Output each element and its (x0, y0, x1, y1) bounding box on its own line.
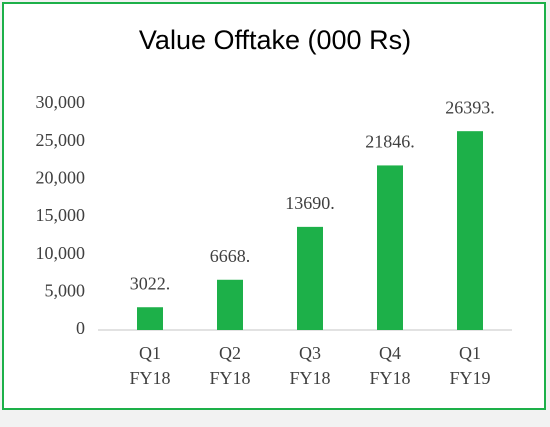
bar (457, 131, 483, 330)
y-tick-label: 15,000 (36, 205, 86, 225)
chart-frame (2, 2, 546, 410)
x-tick-label: Q2 FY18 (209, 343, 250, 388)
y-tick-label: 0 (76, 318, 85, 338)
y-tick-label: 5,000 (45, 280, 86, 300)
data-label: 21846. (365, 132, 415, 152)
x-tick-label: Q1 FY19 (449, 343, 490, 388)
y-tick-label: 20,000 (36, 167, 86, 187)
bar (297, 226, 323, 330)
x-tick-label: Q1 FY18 (129, 343, 170, 388)
bar (217, 279, 243, 330)
bar (377, 165, 403, 330)
data-label: 3022. (130, 273, 171, 293)
data-label: 26393. (445, 97, 495, 117)
x-tick-label: Q3 FY18 (289, 343, 330, 388)
bar (137, 307, 163, 330)
x-tick-label: Q4 FY18 (369, 343, 410, 388)
y-tick-label: 30,000 (36, 92, 86, 112)
y-tick-label: 25,000 (36, 130, 86, 150)
y-tick-label: 10,000 (36, 243, 86, 263)
chart-title: Value Offtake (000 Rs) (139, 25, 411, 55)
data-label: 13690. (285, 193, 335, 213)
data-label: 6668. (210, 246, 251, 266)
